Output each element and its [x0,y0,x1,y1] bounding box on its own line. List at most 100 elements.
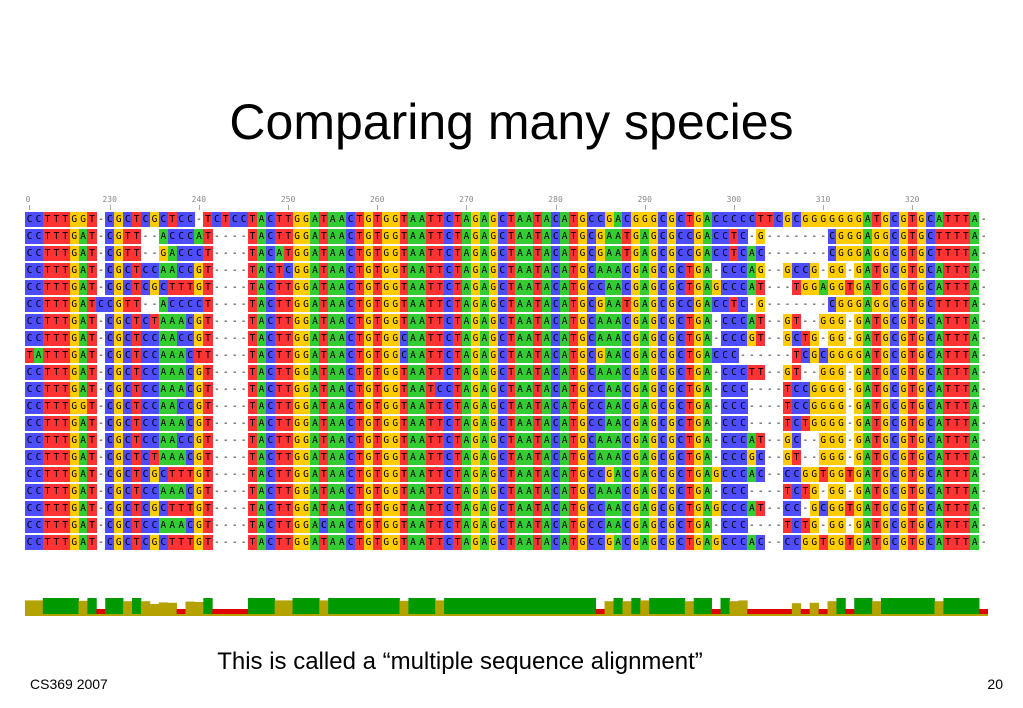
base-cell: G [363,518,374,533]
base-cell: T [87,484,97,499]
gap-cell: - [213,265,220,276]
base-cell: T [907,433,917,448]
base-cell: G [818,416,828,431]
base-cell: C [212,212,222,227]
base-cell: A [33,348,44,363]
base-cell: T [60,433,70,448]
base-cell: T [247,535,258,550]
base-cell: T [87,280,97,295]
gap-cell: - [222,384,229,395]
base-cell: C [658,416,668,431]
base-cell: T [622,229,632,244]
base-cell: C [497,450,507,465]
base-cell: C [925,518,935,533]
base-cell: G [390,501,400,516]
conservation-bar [212,609,222,614]
base-cell: T [506,365,516,380]
base-cell: C [684,229,695,244]
base-cell: A [167,416,177,431]
base-cell: G [194,263,204,278]
base-cell: G [818,382,828,397]
base-cell: T [203,484,213,499]
base-cell: G [631,263,641,278]
base-cell: G [381,280,391,295]
conservation-bar [595,609,605,614]
base-cell: A [408,518,418,533]
base-cell: T [51,467,61,482]
base-cell: C [105,246,115,261]
base-cell: C [497,535,507,550]
base-cell: T [961,416,971,431]
gap-cell: - [142,299,149,310]
base-cell: C [586,467,596,482]
base-cell: T [51,331,61,346]
base-cell: A [158,484,168,499]
base-cell: G [693,382,703,397]
base-cell: C [622,450,632,465]
gap-cell: - [784,282,791,293]
gap-cell: - [847,333,853,344]
base-cell: A [461,433,472,448]
base-cell: T [42,280,53,295]
gap-cell: - [222,265,229,276]
base-cell: T [42,501,53,516]
base-cell: T [274,518,284,533]
base-cell: C [176,433,186,448]
conservation-bar [881,598,891,614]
base-cell: C [497,382,507,397]
base-cell: G [363,348,374,363]
base-cell: A [176,382,186,397]
base-cell: C [346,535,356,550]
base-cell: T [274,212,284,227]
base-cell: T [961,450,971,465]
gap-cell: - [240,469,247,480]
base-cell: T [961,467,971,482]
base-cell: C [551,535,561,550]
gap-cell: - [847,384,853,395]
base-cell: G [301,535,311,550]
base-cell: C [720,501,730,516]
base-cell: G [836,229,846,244]
base-cell: A [417,246,427,261]
base-cell: C [346,348,356,363]
base-cell: G [800,535,810,550]
base-cell: G [836,518,846,533]
base-cell: T [42,297,53,312]
gap-cell: - [748,231,755,242]
conservation-bar [381,598,391,614]
base-cell: C [729,416,739,431]
base-cell: T [435,399,445,414]
base-cell: C [497,348,507,363]
base-cell: G [898,263,909,278]
base-cell: A [560,484,570,499]
base-cell: T [435,314,445,329]
base-cell: C [720,518,730,533]
base-cell: A [863,450,873,465]
base-cell: C [33,382,44,397]
base-cell: A [747,535,757,550]
base-cell: A [970,263,980,278]
base-cell: C [925,212,935,227]
base-cell: A [328,416,338,431]
base-cell: G [363,501,374,516]
base-cell: T [51,348,61,363]
base-cell: A [515,484,525,499]
base-cell: A [934,535,944,550]
base-cell: G [390,433,400,448]
base-cell: T [756,212,766,227]
base-cell: G [390,297,400,312]
base-cell: A [970,382,980,397]
gap-cell: - [231,469,238,480]
base-cell: G [194,399,204,414]
base-cell: A [515,518,525,533]
base-cell: T [372,399,382,414]
base-cell: C [551,246,561,261]
base-cell: A [417,280,427,295]
base-cell: T [568,331,579,346]
base-cell: C [25,280,35,295]
base-cell: G [301,416,311,431]
base-cell: G [836,280,846,295]
base-cell: G [827,365,837,380]
base-cell: G [916,501,926,516]
